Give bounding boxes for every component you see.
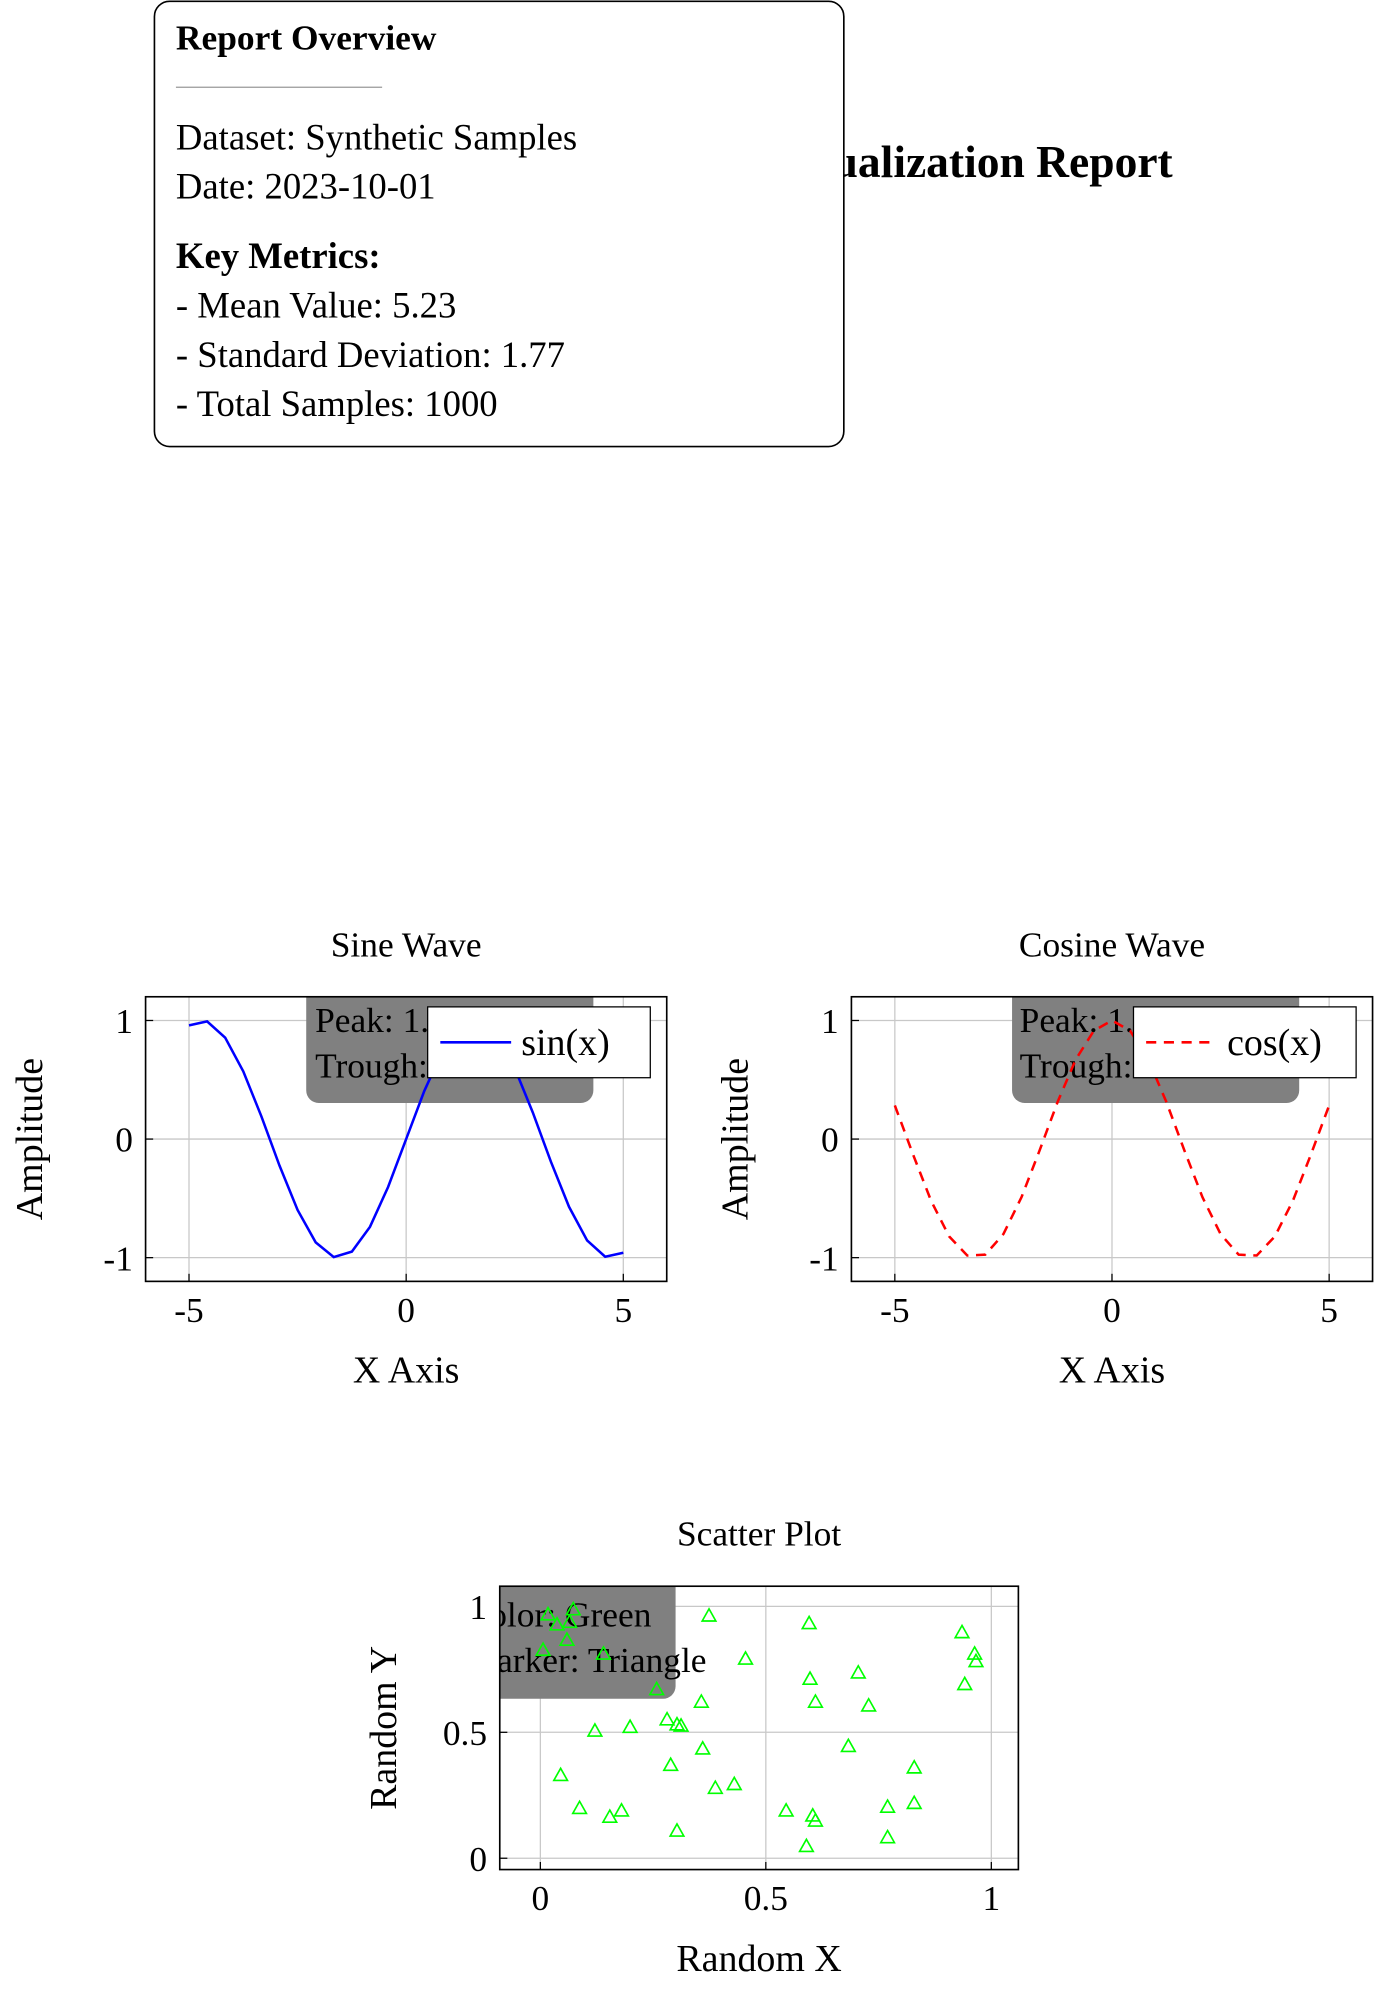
scatter-point xyxy=(534,1641,552,1657)
overview-box xyxy=(153,0,845,448)
y-axis-label: Amplitude xyxy=(9,1058,51,1220)
scatter-point xyxy=(879,1798,896,1813)
y-tick-label: -1 xyxy=(103,1238,133,1278)
line-series xyxy=(893,1019,1331,1257)
metrics-heading: Key Metrics: xyxy=(176,235,381,276)
y-axis-label: Random Y xyxy=(363,1646,405,1810)
scatter-point xyxy=(539,1605,557,1621)
scatter-point xyxy=(552,1766,569,1782)
scatter-point xyxy=(905,1759,923,1774)
axes-frame xyxy=(144,995,668,1283)
scatter-point xyxy=(860,1697,877,1712)
scatter-point xyxy=(668,1822,686,1837)
scatter-point xyxy=(905,1794,923,1810)
scatter-point xyxy=(840,1737,857,1753)
scatter-point xyxy=(956,1675,973,1691)
scatter-point xyxy=(777,1802,795,1817)
x-tick-label: 5 xyxy=(614,1290,632,1330)
scatter-point xyxy=(807,1693,824,1708)
overview-line: Date: 2023-10-01 xyxy=(176,166,436,207)
scatter-point xyxy=(693,1693,710,1708)
scatter-point xyxy=(850,1664,867,1679)
plot-area: Points: 50 Color: Green Marker: Triangle xyxy=(466,1549,985,1853)
scatter-point xyxy=(707,1779,724,1795)
axes-frame xyxy=(850,995,1374,1283)
scatter-point xyxy=(798,1837,815,1853)
metric-line: - Total Samples: 1000 xyxy=(176,383,498,424)
scatter-point xyxy=(548,1615,566,1631)
x-axis-label: X Axis xyxy=(1059,1350,1165,1392)
legend-label: cos(x) xyxy=(1227,1022,1322,1064)
scatter-point xyxy=(726,1775,743,1791)
scatter-point xyxy=(801,1670,819,1686)
chart-title: Cosine Wave xyxy=(1019,924,1205,964)
overview-heading: Report Overview xyxy=(176,17,437,57)
scatter-point xyxy=(571,1799,588,1815)
y-tick-label: 1 xyxy=(115,1001,133,1041)
legend-label: sin(x) xyxy=(521,1022,610,1064)
x-tick-label: -5 xyxy=(880,1290,910,1330)
scatter-point xyxy=(613,1802,630,1817)
scatter-point xyxy=(953,1623,971,1639)
y-tick-label: 0.5 xyxy=(443,1713,487,1753)
scatter-point xyxy=(879,1828,896,1844)
x-tick-label: -5 xyxy=(174,1290,204,1330)
y-tick-label: 1 xyxy=(469,1587,487,1627)
scatter-point xyxy=(668,1715,686,1731)
scatter-point xyxy=(601,1808,619,1824)
metric-line: - Standard Deviation: 1.77 xyxy=(176,334,565,375)
annotation-text: Marker: Triangle xyxy=(466,1640,707,1680)
scatter-point xyxy=(700,1607,718,1622)
x-tick-label: 0 xyxy=(531,1878,549,1918)
scatter-point xyxy=(672,1717,690,1732)
y-tick-label: 0 xyxy=(821,1120,839,1160)
scatter-point xyxy=(662,1756,679,1772)
y-tick-label: 1 xyxy=(821,1001,839,1041)
x-tick-label: 1 xyxy=(982,1878,1000,1918)
scatter-point xyxy=(621,1718,639,1734)
scatter-point xyxy=(561,1613,578,1629)
y-tick-label: -1 xyxy=(809,1238,839,1278)
scatter-point xyxy=(967,1652,985,1668)
chart-title: Scatter Plot xyxy=(677,1514,841,1554)
scatter-point xyxy=(694,1740,711,1755)
x-axis-label: X Axis xyxy=(353,1350,459,1392)
overview-line: Dataset: Synthetic Samples xyxy=(176,116,577,157)
x-tick-label: 5 xyxy=(1320,1290,1338,1330)
annotation-text: Color: Green xyxy=(466,1595,652,1635)
annotation-text: Peak: 1.0 xyxy=(315,1000,447,1040)
scatter-point xyxy=(658,1710,676,1726)
line-series xyxy=(188,1019,624,1259)
annotation-text: Peak: 1.0 xyxy=(1020,1000,1152,1040)
y-axis-label: Amplitude xyxy=(715,1058,757,1220)
axes-frame xyxy=(498,1585,1020,1871)
scatter-point xyxy=(586,1722,604,1737)
scatter-point xyxy=(565,1600,582,1616)
x-tick-label: 0.5 xyxy=(744,1878,788,1918)
scatter-point xyxy=(558,1631,576,1647)
scatter-point xyxy=(966,1645,983,1660)
scatter-point xyxy=(807,1812,824,1827)
scatter-point xyxy=(595,1645,612,1660)
y-tick-label: 0 xyxy=(115,1120,133,1160)
scatter-point xyxy=(737,1650,754,1665)
x-tick-label: 0 xyxy=(397,1290,415,1330)
scatter-point xyxy=(800,1614,818,1630)
x-axis-label: Random X xyxy=(676,1938,841,1980)
chart: Scatter Plot 0 0.5 1 0 0.5 1 Random X Random Y Po… xyxy=(363,1514,1020,1980)
metric-line: - Mean Value: 5.23 xyxy=(176,284,456,325)
scatter-point xyxy=(648,1680,665,1696)
x-tick-label: 0 xyxy=(1103,1290,1121,1330)
chart-title: Sine Wave xyxy=(331,924,482,964)
annotation-text: Points: 50 xyxy=(466,1549,609,1589)
y-tick-label: 0 xyxy=(469,1839,487,1879)
